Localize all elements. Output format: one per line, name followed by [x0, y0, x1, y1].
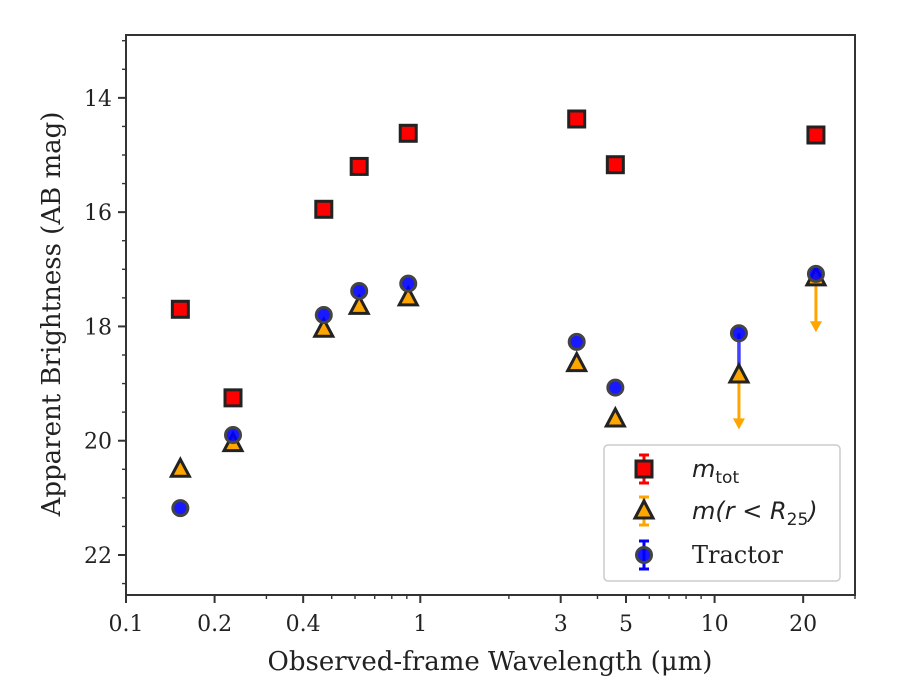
tractor-point — [399, 274, 418, 293]
x-tick-label: 1 — [413, 612, 427, 637]
tractor-point — [806, 264, 825, 283]
mr25-point — [312, 316, 336, 338]
tractor-point — [567, 332, 586, 351]
x-tick-label: 20 — [789, 612, 817, 637]
mtot-point — [605, 155, 625, 175]
x-tick-label: 0.1 — [109, 612, 144, 637]
upper-limit-arrow-head — [732, 418, 745, 430]
mtot-point — [349, 156, 369, 176]
legend-label-tractor: Tractor — [692, 541, 783, 569]
mr25-point — [396, 284, 420, 307]
tractor-point — [729, 324, 748, 343]
x-tick-label: 0.4 — [286, 612, 321, 637]
tractor-point — [606, 378, 625, 397]
mtot-point — [567, 109, 587, 129]
mtot-point — [398, 123, 418, 143]
y-tick-label: 20 — [84, 430, 112, 455]
mtot-point — [314, 199, 334, 219]
x-tick-label: 3 — [554, 612, 568, 637]
mr25-point — [168, 456, 192, 478]
legend-marker-mtot — [634, 459, 654, 479]
y-axis-label: Apparent Brightness (AB mag) — [37, 112, 67, 518]
y-tick-label: 18 — [84, 315, 112, 340]
axes: 14 16 18 20 22 0.1 0.2 0.4 1 3 5 10 20 — [84, 34, 856, 637]
x-tick-label: 5 — [619, 612, 633, 637]
mtot-point — [223, 388, 243, 408]
legend-box — [603, 444, 841, 582]
legend-marker-tractor — [635, 546, 653, 564]
mr25-point — [727, 361, 751, 384]
mr25-point — [603, 405, 627, 428]
legend-label-mr25: m(r < R25) — [692, 497, 818, 530]
tractor-point — [314, 306, 333, 324]
mr25-point — [565, 350, 589, 373]
plot-frame — [125, 34, 856, 596]
tractor-point — [224, 426, 243, 444]
upper-limit-arrow-head — [809, 321, 822, 333]
y-tick-label: 22 — [84, 544, 112, 569]
legend: mtot m(r < R25) Tractor — [603, 444, 841, 582]
y-tick-label: 16 — [84, 201, 112, 226]
data-marks — [168, 109, 828, 518]
mtot-point — [806, 125, 826, 145]
x-tick-label: 0.2 — [197, 612, 232, 637]
x-tick-label: 10 — [701, 612, 729, 637]
y-tick-label: 14 — [84, 87, 112, 112]
tractor-point — [350, 282, 369, 300]
tractor-point — [171, 499, 190, 518]
mr25-point — [347, 293, 371, 315]
legend-marker-mr25 — [632, 497, 656, 520]
legend-label-mtot: mtot — [692, 455, 739, 488]
mtot-point — [170, 299, 190, 319]
x-axis-label: Observed-frame Wavelength (μm) — [268, 647, 713, 677]
